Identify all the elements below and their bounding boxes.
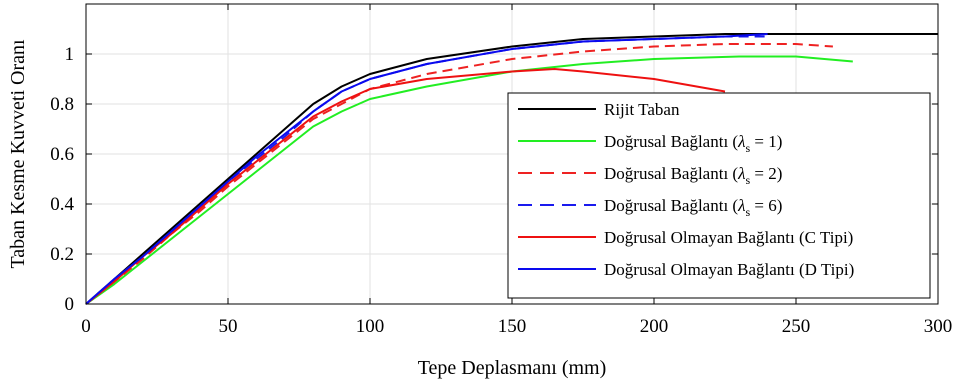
y-tick-label: 0.8 bbox=[50, 94, 74, 115]
legend-label-text: Doğrusal Olmayan Bağlantı (D Tipi) bbox=[604, 260, 854, 279]
x-tick-label: 50 bbox=[219, 316, 238, 337]
legend-label-symbol: λ bbox=[737, 164, 745, 183]
legend-label-text: Doğrusal Olmayan Bağlantı (C Tipi) bbox=[604, 228, 853, 247]
legend-label: Rijit Taban bbox=[604, 100, 680, 119]
legend-box bbox=[507, 92, 931, 299]
legend-label: Doğrusal Bağlantı (λs = 6) bbox=[604, 196, 782, 219]
legend-label-subscript: s bbox=[745, 141, 750, 155]
series-line-5 bbox=[85, 68, 726, 305]
legend-label-subscript: s bbox=[745, 173, 750, 187]
legend-label-symbol: λ bbox=[737, 132, 745, 151]
legend-label-suffix: = 2) bbox=[750, 164, 782, 183]
x-tick-label: 300 bbox=[924, 316, 953, 337]
x-tick-label: 200 bbox=[640, 316, 669, 337]
x-tick-label: 150 bbox=[498, 316, 527, 337]
y-tick-label: 0.6 bbox=[50, 144, 74, 165]
series-group bbox=[85, 33, 938, 305]
legend-label-symbol: λ bbox=[737, 196, 745, 215]
legend-label-suffix: = 6) bbox=[750, 196, 782, 215]
axis-ticks bbox=[85, 4, 939, 305]
x-tick-label: 250 bbox=[782, 316, 811, 337]
series-line-2 bbox=[85, 55, 853, 305]
series-line-1 bbox=[85, 33, 938, 305]
x-tick-label: 0 bbox=[81, 316, 91, 337]
legend-label-text: Doğrusal Bağlantı ( bbox=[604, 164, 738, 183]
y-tick-label: 1 bbox=[65, 44, 75, 65]
y-tick-label: 0 bbox=[65, 294, 75, 315]
legend-label-subscript: s bbox=[745, 205, 750, 219]
y-tick-label: 0.4 bbox=[50, 194, 74, 215]
legend-label: Doğrusal Bağlantı (λs = 2) bbox=[604, 164, 782, 187]
x-tick-labels: 0 50 100 150 200 250 300 bbox=[81, 316, 952, 337]
y-axis-label: Taban Kesme Kuvveti Oranı bbox=[7, 39, 29, 269]
legend-label: Doğrusal Olmayan Bağlantı (D Tipi) bbox=[604, 260, 854, 279]
legend-label-suffix: = 1) bbox=[750, 132, 782, 151]
legend-label-text: Doğrusal Bağlantı ( bbox=[604, 196, 738, 215]
legend-label: Doğrusal Olmayan Bağlantı (C Tipi) bbox=[604, 228, 853, 247]
y-tick-label: 0.2 bbox=[50, 244, 74, 265]
legend-label-text: Rijit Taban bbox=[604, 100, 680, 119]
x-axis-label: Tepe Deplasmanı (mm) bbox=[418, 357, 607, 379]
legend-label: Doğrusal Bağlantı (λs = 1) bbox=[604, 132, 782, 155]
legend-label-text: Doğrusal Bağlantı ( bbox=[604, 132, 738, 151]
y-tick-labels: 0 0.2 0.4 0.6 0.8 1 bbox=[50, 44, 74, 315]
x-tick-label: 100 bbox=[356, 316, 385, 337]
series-line-6 bbox=[85, 33, 768, 305]
